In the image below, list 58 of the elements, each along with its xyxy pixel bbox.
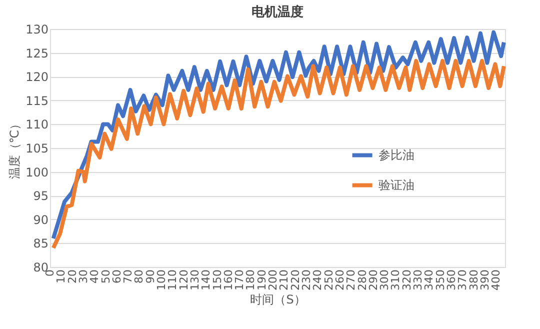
x-tick-label: 280 — [356, 270, 369, 290]
x-tick-label: 380 — [467, 270, 480, 290]
chart-title: 电机温度 — [252, 4, 304, 20]
x-tick-label: 70 — [122, 270, 135, 284]
y-tick-label: 100 — [26, 165, 48, 180]
x-tick-label: 220 — [288, 270, 302, 290]
x-tick-label: 50 — [99, 270, 112, 284]
x-tick-label: 100 — [155, 270, 168, 290]
x-tick-label: 330 — [412, 270, 425, 290]
x-tick-label: 160 — [222, 270, 235, 290]
x-tick-label: 10 — [54, 270, 68, 284]
x-tick-label: 240 — [311, 270, 324, 290]
x-tick-label: 390 — [478, 270, 492, 290]
x-tick-label: 170 — [233, 270, 246, 290]
x-axis-title: 时间（S） — [250, 292, 306, 306]
x-tick-label: 20 — [66, 270, 79, 284]
x-tick-label: 300 — [378, 270, 392, 290]
y-tick-label: 130 — [26, 22, 48, 36]
y-tick-label: 115 — [26, 94, 48, 108]
y-tick-label: 85 — [33, 236, 48, 251]
legend-label: 参比油 — [378, 148, 414, 162]
x-tick-label: 30 — [76, 270, 90, 284]
x-tick-label: 400 — [490, 270, 503, 290]
x-tick-label: 340 — [422, 270, 436, 290]
x-tick-label: 130 — [188, 270, 202, 290]
x-tick-label: 360 — [444, 270, 458, 290]
x-tick-label: 290 — [366, 270, 380, 290]
y-tick-label: 110 — [26, 118, 48, 132]
x-tick-label: 40 — [88, 270, 102, 284]
y-axis-title: 温度（℃） — [8, 118, 22, 180]
x-tick-label: 250 — [322, 270, 336, 290]
x-tick-label: 210 — [278, 270, 291, 290]
x-tick-label: 310 — [389, 270, 402, 290]
x-tick-label: 90 — [144, 270, 157, 284]
x-tick-label: 150 — [210, 270, 224, 290]
x-tick-label: 260 — [333, 270, 346, 290]
x-tick-label: 190 — [255, 270, 268, 290]
x-tick-label: 350 — [434, 270, 447, 290]
x-tick-label: 120 — [177, 270, 190, 290]
x-tick-label: 230 — [300, 270, 313, 290]
x-tick-label: 270 — [344, 270, 358, 290]
x-tick-label: 370 — [456, 270, 470, 290]
legend-label: 验证油 — [378, 178, 414, 192]
x-tick-label: 320 — [400, 270, 414, 290]
line-series — [51, 30, 506, 240]
x-tick-label: 0 — [44, 270, 56, 276]
y-tick-label: 120 — [26, 70, 48, 84]
x-tick-label: 180 — [244, 270, 258, 290]
y-tick-label: 95 — [33, 189, 48, 204]
x-tick-label: 200 — [266, 270, 280, 290]
line-series — [51, 58, 506, 250]
x-tick-label: 80 — [132, 270, 146, 284]
x-tick-label: 140 — [200, 270, 213, 290]
y-tick-label: 105 — [26, 142, 48, 156]
y-tick-label: 125 — [26, 46, 48, 60]
y-tick-label: 90 — [33, 212, 48, 227]
x-tick-label: 60 — [110, 270, 124, 284]
x-tick-label: 110 — [166, 270, 180, 290]
